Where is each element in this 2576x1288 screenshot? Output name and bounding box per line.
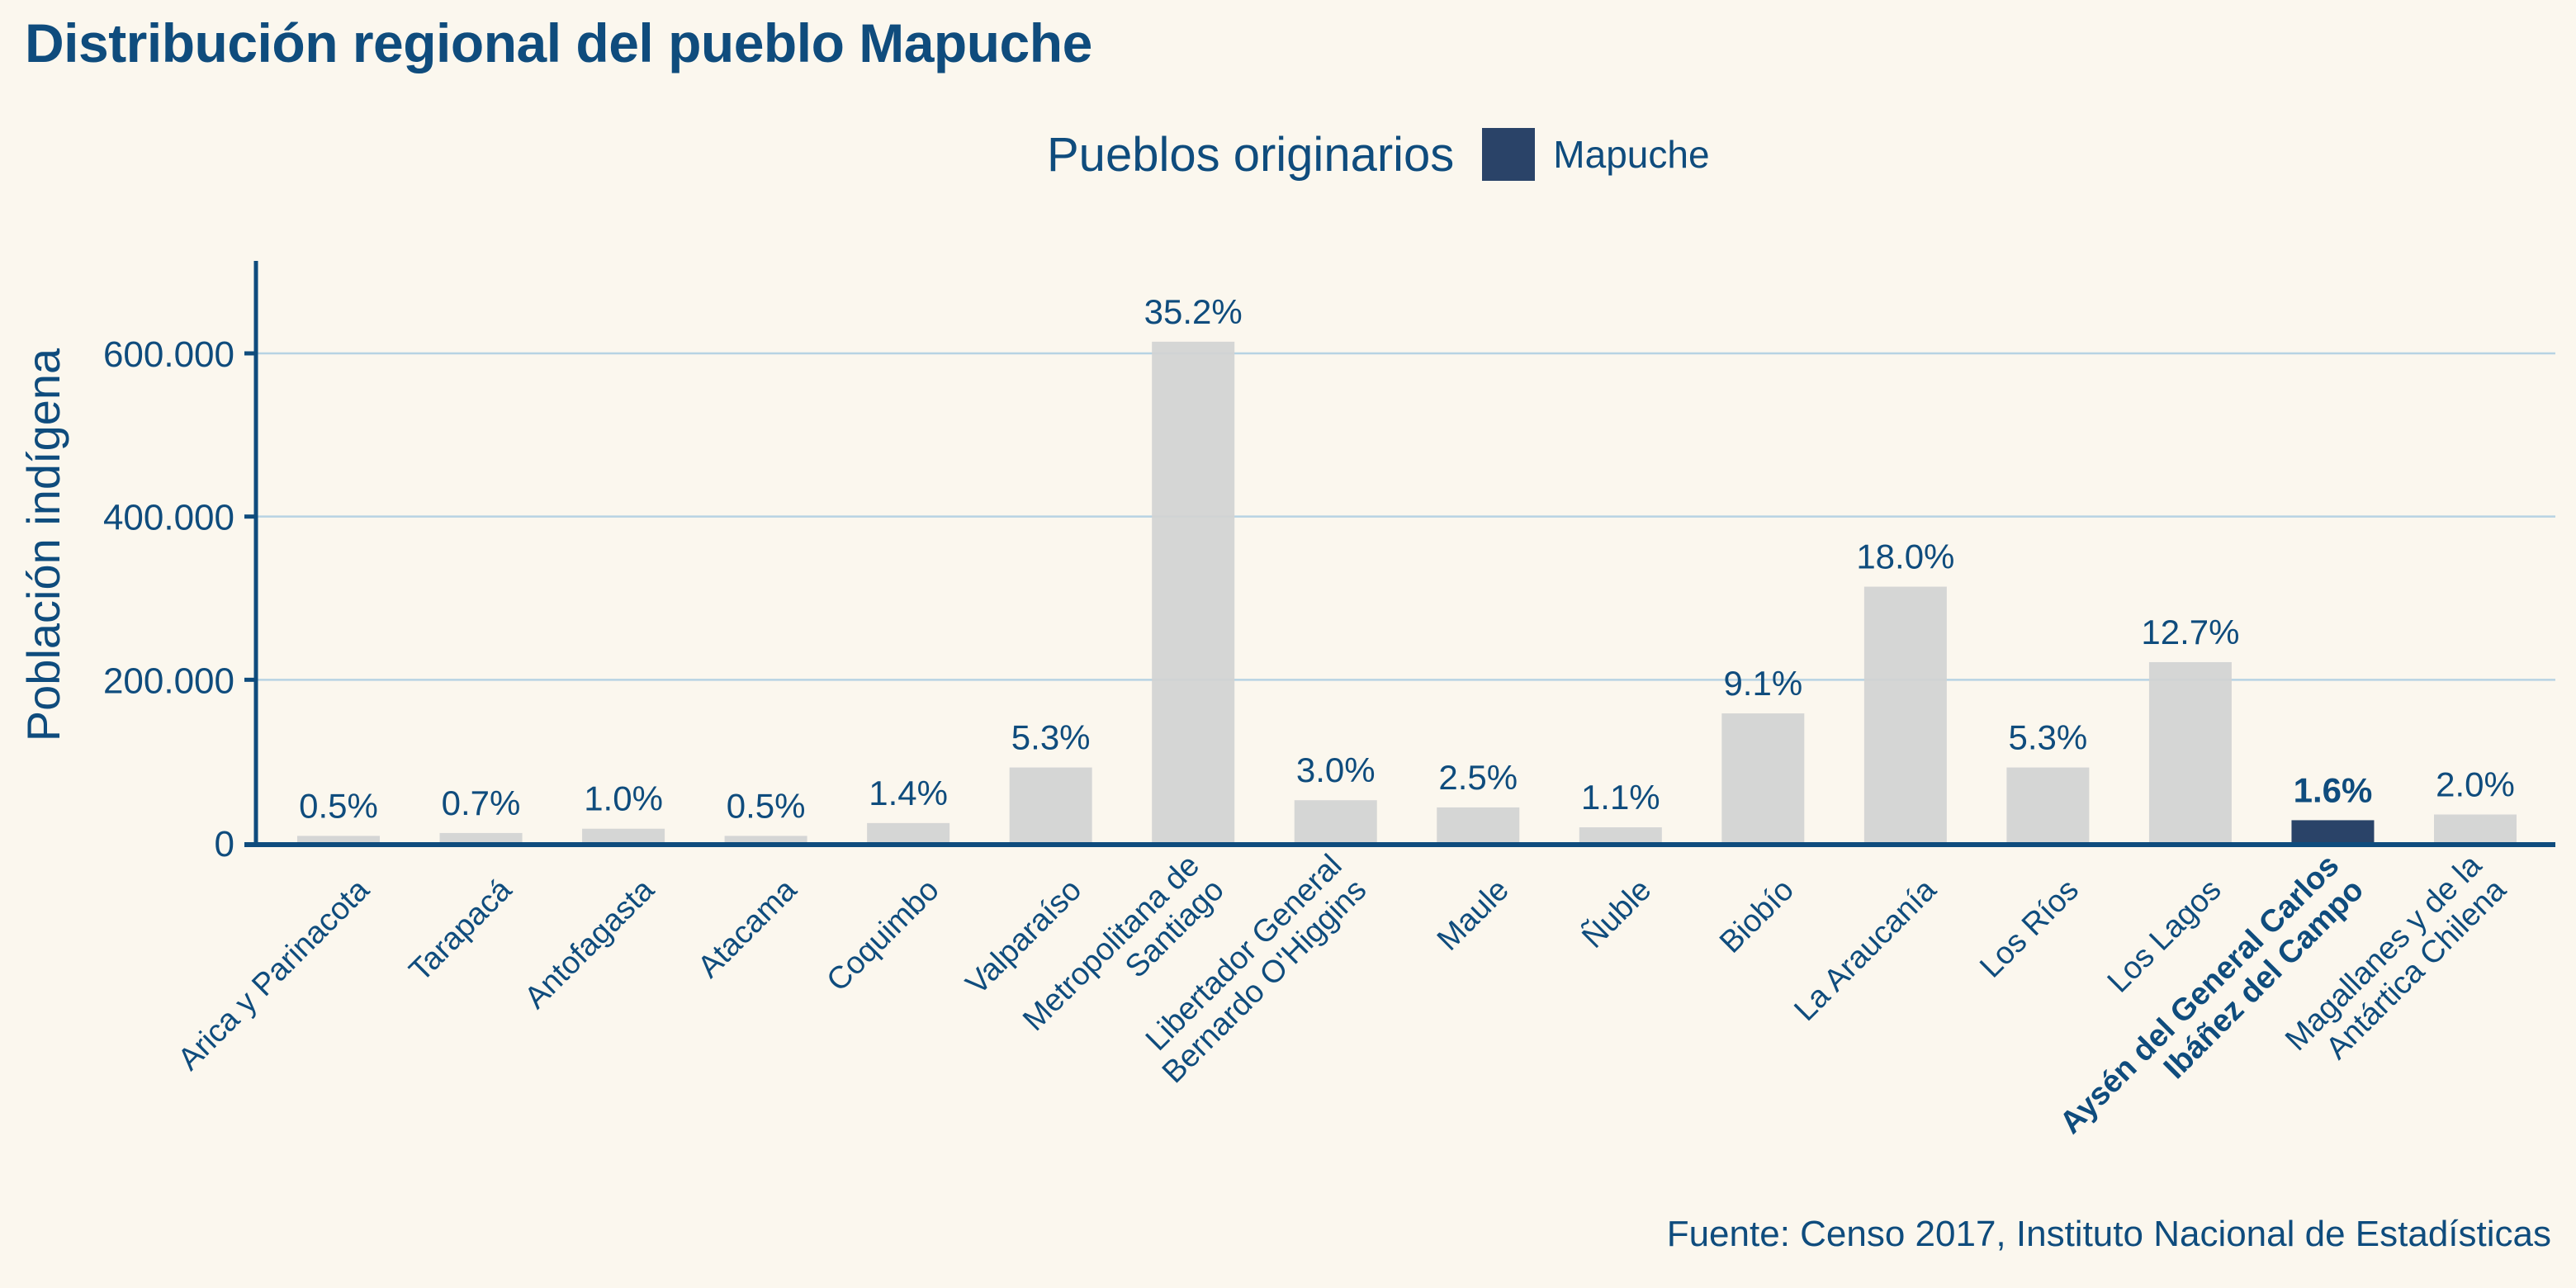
x-tick-label-line: Tarapacá <box>403 872 519 988</box>
y-tick-label: 400.000 <box>103 498 234 538</box>
x-tick-label: Atacama <box>691 872 803 984</box>
axes <box>244 261 2555 847</box>
x-tick-label-line: La Araucanía <box>1788 872 1944 1028</box>
x-tick-label-line: Biobío <box>1713 873 1801 960</box>
bar-tarapacá <box>439 832 523 843</box>
bar-libertador-general-bernardo-o-higgins <box>1294 800 1377 843</box>
data-label: 35.2% <box>1144 292 1243 331</box>
category-labels: Arica y Parinacota Tarapacá Antofagasta Ata… <box>172 848 2513 1141</box>
bar-arica-y-parinacota <box>297 836 380 843</box>
y-tick-label: 200.000 <box>103 661 234 701</box>
legend: Pueblos originarios Mapuche <box>1047 125 1710 183</box>
data-label: 5.3% <box>2009 718 2088 757</box>
bar-antofagasta <box>582 828 665 843</box>
data-label: 0.5% <box>727 786 806 825</box>
bar-aysén-del-general-carlos-ibáñez-del-campo <box>2291 820 2375 843</box>
x-tick-label: Los Ríos <box>1973 873 2086 985</box>
x-tick-label: Maule <box>1431 873 1516 958</box>
bars <box>297 341 2517 843</box>
data-label: 1.4% <box>869 774 948 812</box>
bar-magallanes-y-de-la-antártica-chilena <box>2434 814 2517 843</box>
bar-atacama <box>724 836 807 843</box>
bar-coquimbo <box>867 822 950 843</box>
x-tick-label-line: Los Ríos <box>1973 873 2086 985</box>
x-tick-label: Coquimbo <box>821 873 946 998</box>
x-tick-label-line: Arica y Parinacota <box>172 872 376 1077</box>
x-tick-label-line: Ñuble <box>1575 872 1659 955</box>
x-tick-label: Antofagasta <box>519 872 662 1016</box>
bar-maule <box>1437 807 1520 843</box>
data-label: 0.7% <box>442 784 521 822</box>
data-label: 0.5% <box>299 786 378 825</box>
y-tick-label: 600.000 <box>103 334 234 375</box>
x-tick-label-line: Antofagasta <box>519 872 662 1016</box>
x-tick-label: Arica y Parinacota <box>172 872 376 1077</box>
x-tick-label: Ñuble <box>1575 872 1659 955</box>
data-label: 1.6% <box>2294 770 2373 809</box>
x-tick-label-line: Maule <box>1431 873 1516 958</box>
bar-ñuble <box>1579 827 1662 843</box>
y-axis-label: Población indígena <box>17 348 69 741</box>
x-tick-label-line: Atacama <box>691 872 803 984</box>
data-label: 9.1% <box>1723 664 1802 703</box>
x-tick-label: Biobío <box>1713 873 1801 960</box>
data-label: 5.3% <box>1011 718 1091 757</box>
bar-metropolitana-de-santiago <box>1152 341 1235 843</box>
legend-swatch-mapuche <box>1482 128 1536 181</box>
data-label: 3.0% <box>1296 751 1376 789</box>
chart-title: Distribución regional del pueblo Mapuche <box>25 12 1092 73</box>
data-label: 2.5% <box>1438 758 1518 797</box>
data-label: 18.0% <box>1856 537 1954 576</box>
x-tick-label-line: Coquimbo <box>821 873 946 998</box>
data-label: 1.0% <box>584 779 663 818</box>
bar-los-lagos <box>2148 661 2232 843</box>
bar-los-ríos <box>2006 767 2090 843</box>
data-labels: 0.5% 0.7% 1.0% 0.5% 1.4% 5.3% 35.2% 3.0% 2.5% 1.1… <box>299 292 2515 826</box>
bar-la-araucanía <box>1863 586 1947 843</box>
data-label: 2.0% <box>2436 765 2515 804</box>
x-tick-label: La Araucanía <box>1788 872 1944 1028</box>
bar-biobío <box>1721 713 1805 843</box>
y-ticks: 0 200.000 400.000 600.000 <box>103 334 256 864</box>
bar-valparaíso <box>1009 767 1092 843</box>
legend-label-mapuche: Mapuche <box>1553 133 1710 176</box>
data-label: 1.1% <box>1581 778 1660 817</box>
source-note: Fuente: Censo 2017, Instituto Nacional d… <box>1666 1214 2551 1254</box>
x-tick-label: Tarapacá <box>403 872 519 988</box>
legend-title: Pueblos originarios <box>1047 127 1455 182</box>
data-label: 12.7% <box>2141 613 2239 651</box>
y-tick-label: 0 <box>215 824 234 864</box>
